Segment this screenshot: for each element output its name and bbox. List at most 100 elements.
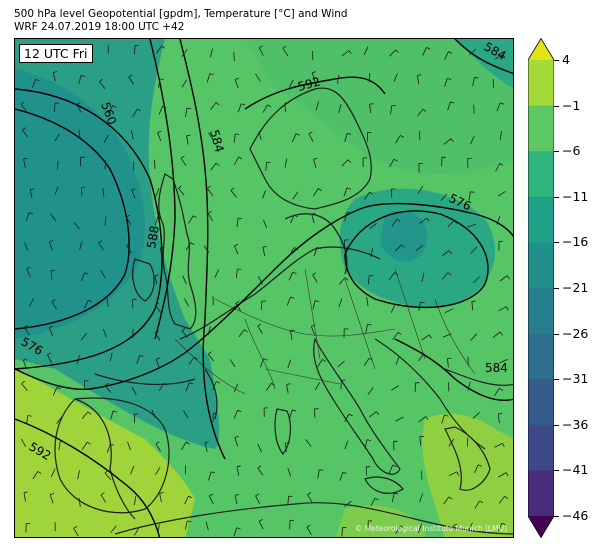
field-lime-southeast <box>422 413 513 537</box>
wind-barb-flag <box>367 439 372 441</box>
wind-barb <box>370 498 376 507</box>
wind-barb <box>26 268 31 278</box>
wind-barb <box>49 241 53 251</box>
wind-barb-flag <box>53 71 58 73</box>
wind-barb-flag <box>391 105 396 107</box>
wind-barb <box>307 494 313 503</box>
wind-barb <box>496 215 501 225</box>
wind-barb <box>312 300 316 310</box>
wind-barb <box>395 135 401 144</box>
wind-barb <box>444 78 448 88</box>
wind-barb <box>388 272 395 281</box>
wind-barb-flag <box>369 191 374 195</box>
wind-barb-flag <box>499 331 503 336</box>
wind-barb <box>343 187 348 197</box>
wind-barb <box>287 359 292 369</box>
wind-barb-flag <box>238 217 243 219</box>
wind-barb <box>50 270 53 280</box>
wind-barb-flag <box>208 210 212 214</box>
wind-barb <box>287 496 289 506</box>
wind-barb <box>128 76 135 85</box>
wind-barb <box>234 79 239 89</box>
field-green-north <box>245 39 513 174</box>
wind-barb <box>312 274 318 283</box>
wind-barb-flag <box>110 443 115 446</box>
wind-barb <box>260 358 264 368</box>
wind-barb <box>417 108 424 117</box>
colorbar-segment <box>528 470 554 517</box>
wind-barb <box>22 360 27 369</box>
colorbar-outline <box>528 38 554 538</box>
wind-barb-flag <box>131 188 136 191</box>
wind-barb <box>415 245 424 252</box>
wind-barb-flag <box>426 217 430 222</box>
wind-barb <box>494 443 503 448</box>
colorbar-tick-label: −41 <box>562 462 589 478</box>
wind-barb <box>47 354 52 363</box>
wind-barb-flag <box>234 244 239 247</box>
wind-barb <box>497 190 506 197</box>
field-lime-southwest <box>15 369 195 537</box>
wind-barb-flag <box>126 243 131 246</box>
colorbar-tickmark <box>554 151 559 153</box>
wind-barb <box>282 48 289 57</box>
wind-barb-flag <box>450 138 454 142</box>
wind-barb <box>492 331 501 338</box>
contour-592-north <box>244 76 386 110</box>
wind-barb <box>317 469 320 479</box>
wind-barb-flag <box>317 188 322 191</box>
wind-barb <box>467 223 476 228</box>
wind-barb-flag <box>209 73 214 76</box>
wind-barb <box>29 298 34 307</box>
wind-barb <box>390 189 393 199</box>
borders <box>174 268 476 395</box>
wind-barb <box>468 48 477 56</box>
wind-barb-flag <box>27 415 32 417</box>
wind-barb-flag <box>159 78 164 80</box>
wind-barb <box>262 104 268 113</box>
wind-barb <box>32 79 36 89</box>
wind-barb-flag <box>238 156 243 160</box>
wind-barb-flag <box>30 188 35 190</box>
wind-barb <box>185 382 190 392</box>
wind-barb-flag <box>374 497 379 501</box>
chart-title: 500 hPa level Geopotential [gpdm], Tempe… <box>14 8 348 34</box>
wind-barb <box>205 521 209 531</box>
wind-barb <box>258 276 263 285</box>
wind-barb <box>160 247 163 257</box>
wind-barb <box>257 443 262 453</box>
wind-barb-flag <box>393 158 398 162</box>
wind-barb <box>131 386 137 396</box>
wind-barb <box>131 270 134 280</box>
colorbar-segment <box>528 379 554 426</box>
wind-barb-flag <box>51 299 56 303</box>
wind-barb-flag <box>208 351 212 355</box>
wind-barb-flag <box>286 383 291 385</box>
wind-barb-flag <box>294 247 299 250</box>
wind-barb-flag <box>84 272 89 275</box>
wind-barb <box>210 102 217 110</box>
wind-barb <box>392 332 399 340</box>
wind-barb <box>24 242 29 252</box>
wind-barb <box>130 465 135 475</box>
wind-barb <box>23 492 26 502</box>
wind-barb <box>214 269 220 278</box>
wind-barb-flag <box>157 216 162 219</box>
wind-barb-flag <box>207 185 211 189</box>
wind-barb-flag <box>156 357 161 360</box>
wind-barb <box>204 442 208 452</box>
wind-barb <box>494 54 504 60</box>
wind-barb-flag <box>209 493 214 497</box>
wind-barb <box>24 326 30 336</box>
wind-barb <box>155 443 161 452</box>
wind-barb-flag <box>308 131 313 135</box>
wind-barb-flag <box>47 352 52 356</box>
wind-barb <box>104 160 107 170</box>
wind-barb <box>84 299 89 309</box>
wind-barb <box>229 359 236 368</box>
wind-barb-flag <box>241 103 246 106</box>
wind-barb <box>154 159 156 169</box>
wind-barb <box>233 51 235 61</box>
wind-barb-flag <box>455 523 459 528</box>
contour-label: 588 <box>144 225 162 250</box>
